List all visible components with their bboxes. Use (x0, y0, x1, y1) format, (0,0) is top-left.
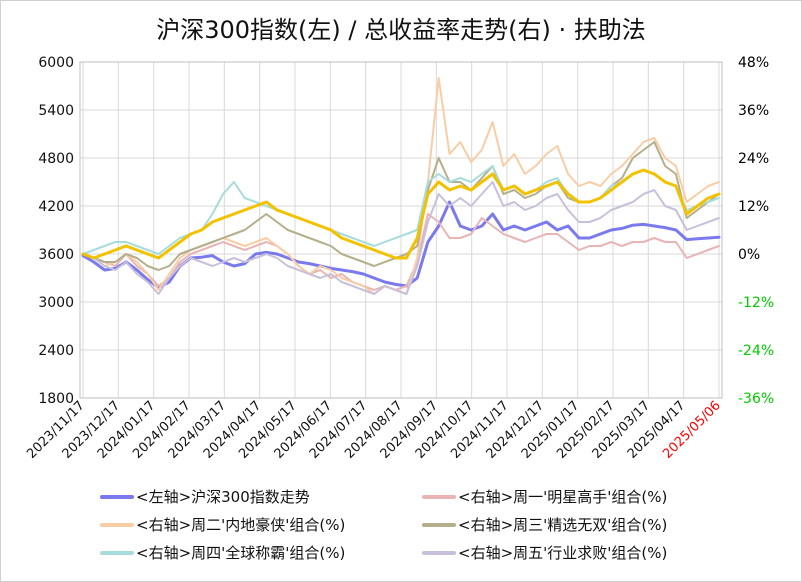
right-tick-label: 48% (738, 55, 769, 71)
legend-swatch (422, 550, 456, 555)
right-tick-label: 12% (738, 199, 769, 215)
left-tick-label: 1800 (38, 391, 74, 407)
right-tick-label: -36% (738, 391, 774, 407)
legend-swatch (422, 522, 456, 527)
legend-item: <右轴>周二'内地豪侠'组合(%) (100, 514, 345, 535)
legend-label: <右轴>周五'行业求败'组合(%) (458, 544, 668, 562)
legend-item: <右轴>周四'全球称霸'组合(%) (100, 542, 345, 563)
series-line-1 (82, 213, 720, 291)
right-tick-label: 0% (738, 247, 760, 263)
legend-item: <右轴>周五'行业求败'组合(%) (422, 542, 667, 563)
legend-label: <右轴>周一'明星高手'组合(%) (458, 488, 668, 506)
right-tick-label: 36% (738, 103, 769, 119)
series-line-6 (81, 168, 721, 260)
left-tick-label: 3600 (38, 247, 74, 263)
legend-label: <右轴>周四'全球称霸'组合(%) (136, 544, 346, 562)
chart-title: 沪深300指数(左) / 总收益率走势(右) · 扶助法 (156, 16, 646, 44)
legend-swatch (100, 550, 134, 555)
legend-swatch (422, 494, 456, 499)
legend-item: <右轴>周三'精选无双'组合(%) (422, 514, 667, 535)
left-tick-label: 3000 (38, 295, 74, 311)
legend-label: <左轴>沪深300指数走势 (136, 488, 310, 506)
plot-area (79, 61, 723, 399)
right-tick-label: 24% (738, 151, 769, 167)
left-tick-label: 4200 (38, 199, 74, 215)
left-tick-label: 2400 (38, 343, 74, 359)
legend-swatch (100, 494, 134, 499)
series-line-5 (82, 181, 720, 295)
left-tick-label: 5400 (38, 103, 74, 119)
left-tick-label: 4800 (38, 151, 74, 167)
right-tick-label: -24% (738, 343, 774, 359)
legend-label: <右轴>周二'内地豪侠'组合(%) (136, 516, 346, 534)
legend-label: <右轴>周三'精选无双'组合(%) (458, 516, 668, 534)
legend-item: <右轴>周一'明星高手'组合(%) (422, 486, 667, 507)
right-tick-label: -12% (738, 295, 774, 311)
legend-item: <左轴>沪深300指数走势 (100, 486, 310, 507)
legend-swatch (100, 522, 134, 527)
left-tick-label: 6000 (38, 55, 74, 71)
